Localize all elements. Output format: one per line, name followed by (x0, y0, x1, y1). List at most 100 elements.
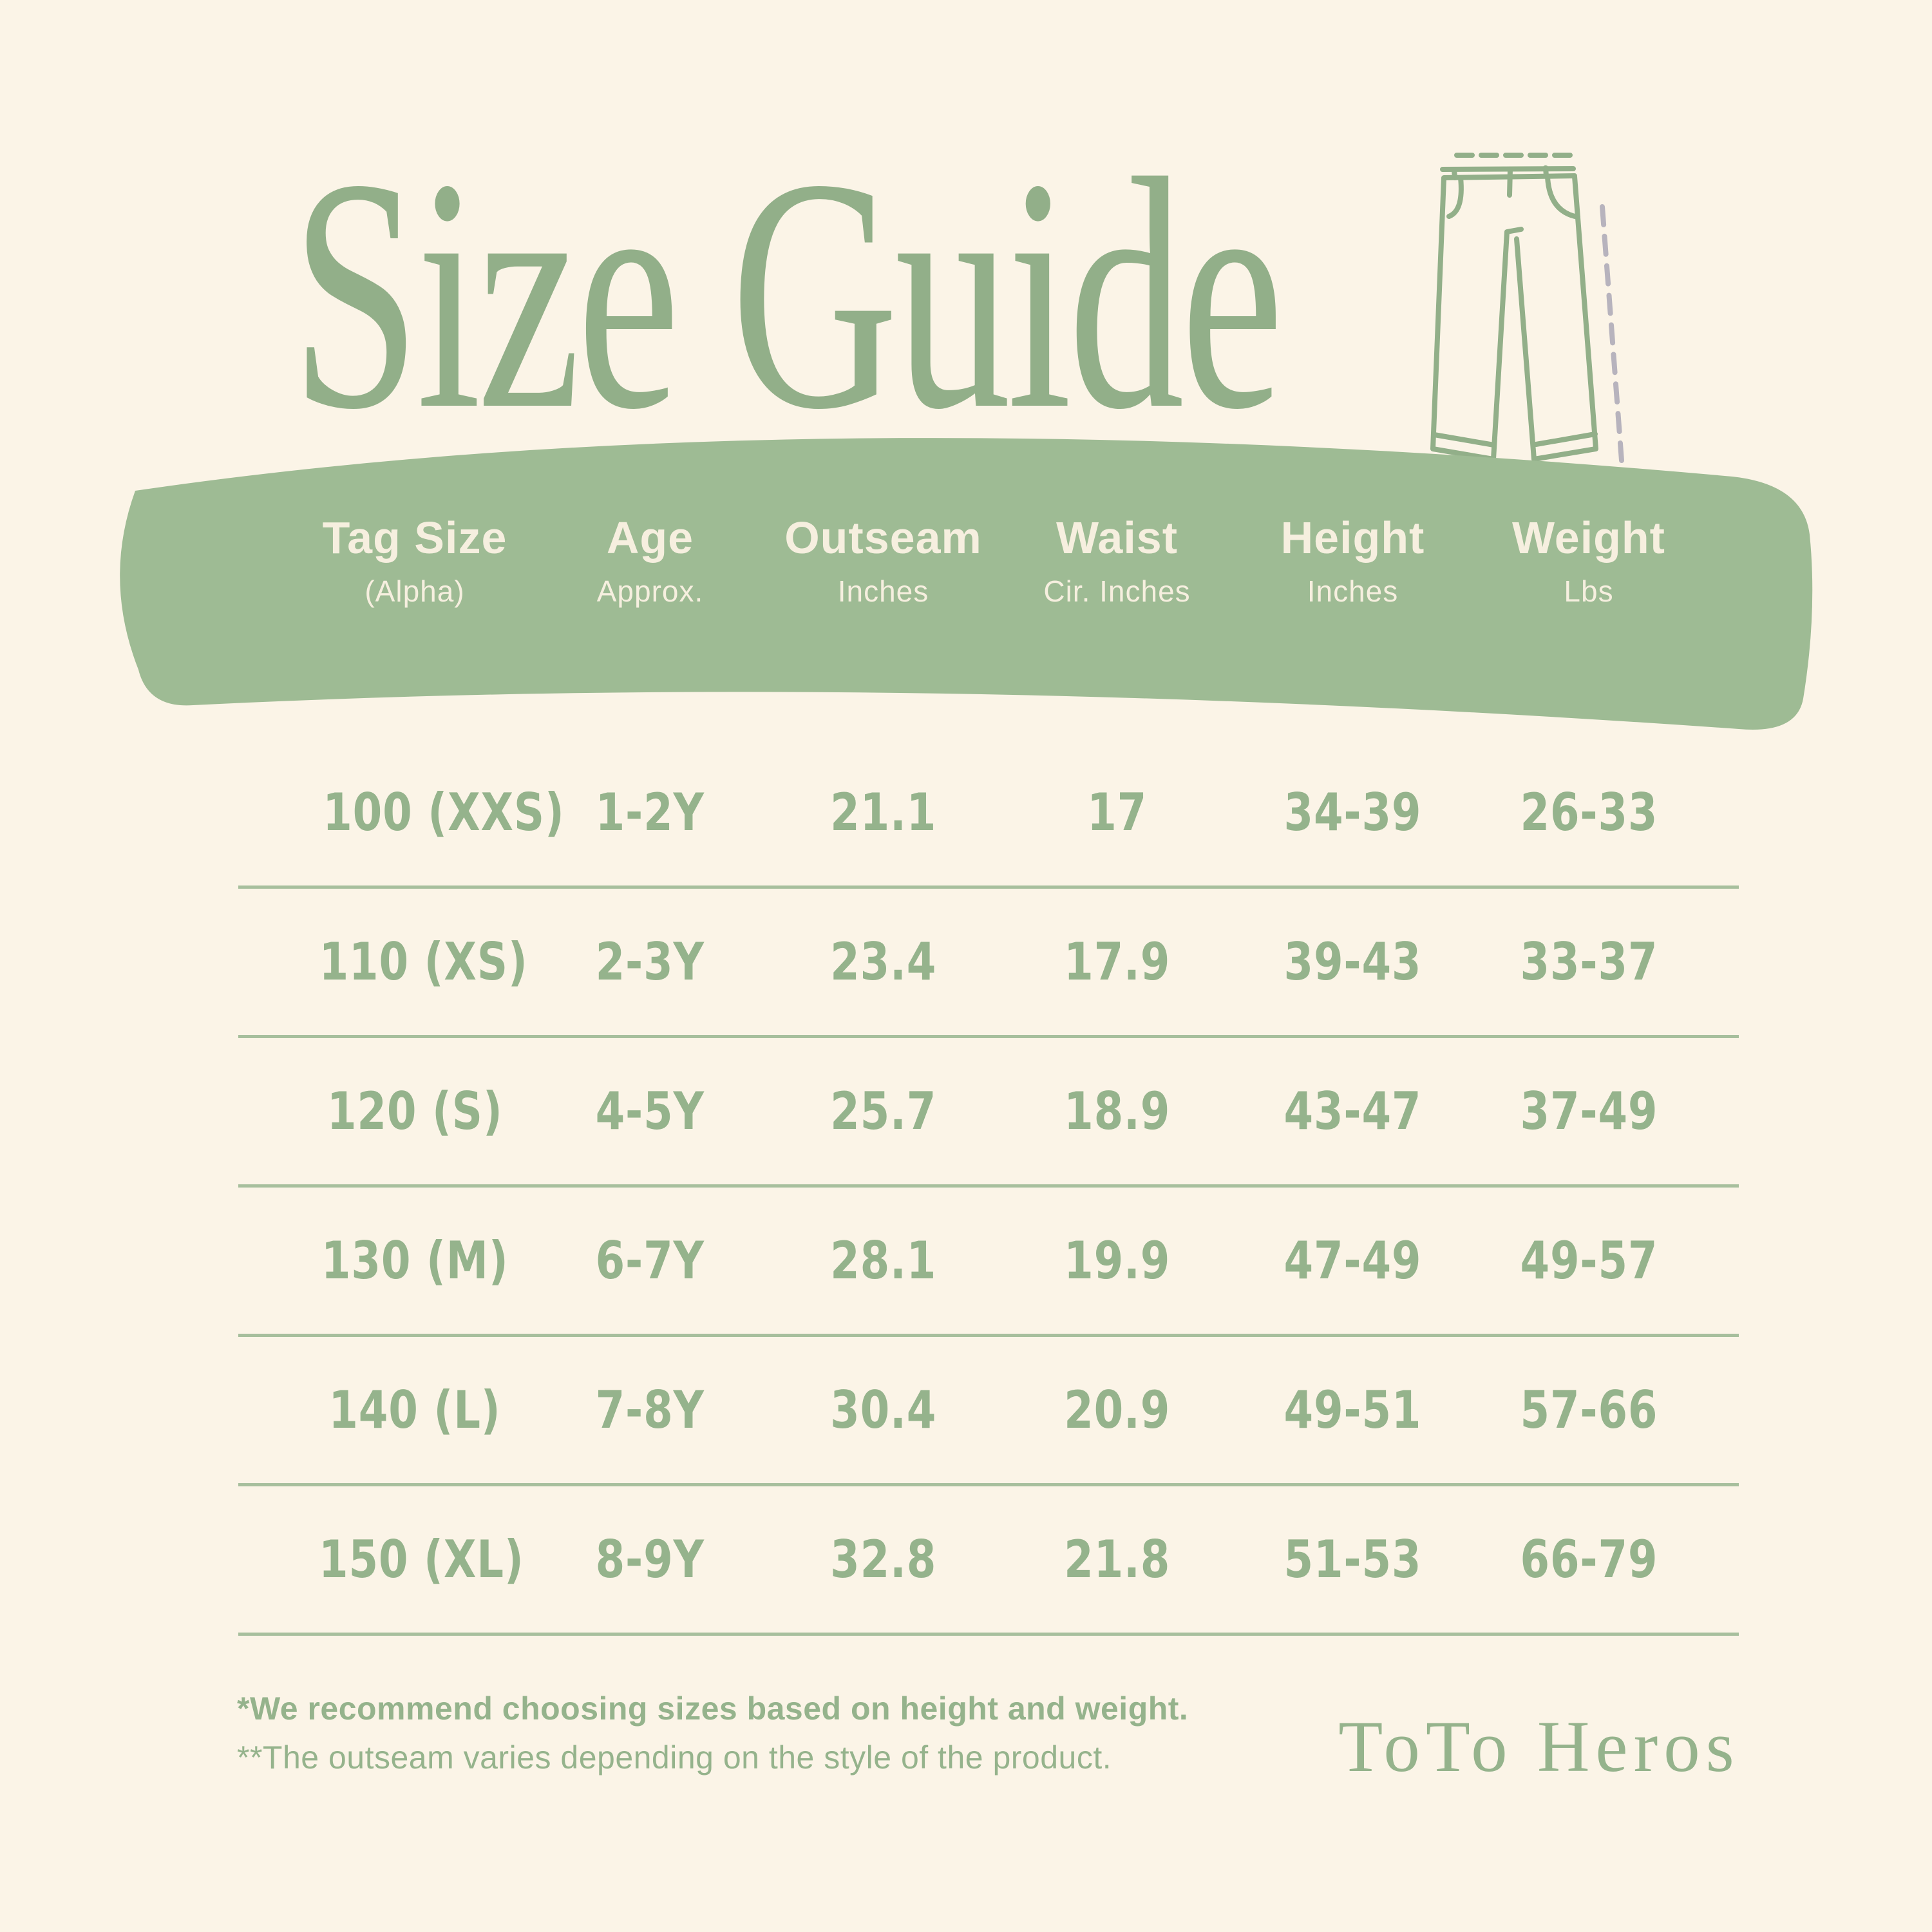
table-cell: 2-3Y (533, 932, 767, 992)
cell-value: 19.9 (1063, 1231, 1171, 1291)
cell-value: 34-39 (1283, 782, 1422, 842)
page-title: Size Guide (291, 111, 1283, 478)
footnote-height-weight: *We recommend choosing sizes based on he… (237, 1690, 1189, 1727)
cell-value: 66-79 (1520, 1530, 1658, 1589)
cell-value: 28.1 (829, 1231, 937, 1291)
table-cell: 19.9 (999, 1231, 1235, 1291)
header-column: Age Approx. (533, 515, 767, 609)
tag-size-cell: 100 (XXS) (238, 782, 564, 842)
table-cell: 20.9 (999, 1380, 1235, 1440)
cell-value: 26-33 (1520, 782, 1658, 842)
table-cell: 6-7Y (533, 1231, 767, 1291)
table-cell: 57-66 (1471, 1380, 1739, 1440)
table-cell: 32.8 (767, 1530, 999, 1589)
column-label: Waist (1056, 513, 1179, 563)
header-band (120, 438, 1813, 730)
cell-value: 17 (1087, 782, 1147, 842)
table-cell: 34-39 (1235, 782, 1471, 842)
cell-value: 49-51 (1283, 1380, 1422, 1440)
cell-value: 7-8Y (595, 1380, 705, 1440)
table-cell: 1-2Y (533, 782, 767, 842)
cell-value: 21.8 (1063, 1530, 1171, 1589)
table-cell: 17.9 (999, 932, 1235, 992)
cell-value: 32.8 (829, 1530, 937, 1589)
column-sublabel: Inches (1307, 574, 1399, 608)
cell-value: 6-7Y (595, 1231, 705, 1291)
table-cell: 49-51 (1235, 1380, 1471, 1440)
cell-value: 18.9 (1063, 1081, 1171, 1141)
cell-value: 100 (XXS) (323, 782, 565, 842)
table-cell: 33-37 (1471, 932, 1739, 992)
cell-value: 17.9 (1063, 932, 1171, 992)
table-cell: 43-47 (1235, 1081, 1471, 1141)
tag-size-cell: 110 (XS) (238, 932, 533, 992)
outseam-measure-dashes-icon (1600, 204, 1624, 463)
table-row: 110 (XS) 2-3Y 23.4 17.9 39-43 33-37 (238, 889, 1739, 1038)
tag-size-cell: 130 (M) (238, 1231, 533, 1291)
column-sublabel: Approx. (596, 574, 704, 608)
cell-value: 30.4 (829, 1380, 937, 1440)
column-sublabel: (Alpha) (365, 574, 465, 608)
table-cell: 30.4 (767, 1380, 999, 1440)
table-cell: 21.1 (767, 782, 999, 842)
table-cell: 66-79 (1471, 1530, 1739, 1589)
footnotes: *We recommend choosing sizes based on he… (237, 1692, 1188, 1774)
cell-value: 1-2Y (595, 782, 705, 842)
brand-logo: ToTo Heros (1338, 1707, 1740, 1787)
table-cell: 37-49 (1471, 1081, 1739, 1141)
column-label: Outseam (784, 513, 982, 563)
table-cell: 23.4 (767, 932, 999, 992)
tag-size-cell: 150 (XL) (238, 1530, 533, 1589)
table-cell: 21.8 (999, 1530, 1235, 1589)
column-label: Height (1280, 513, 1425, 563)
table-row: 140 (L) 7-8Y 30.4 20.9 49-51 57-66 (238, 1337, 1739, 1486)
cell-value: 150 (XL) (318, 1530, 524, 1589)
column-label: Weight (1511, 513, 1665, 563)
table-row: 120 (S) 4-5Y 25.7 18.9 43-47 37-49 (238, 1038, 1739, 1188)
column-label: Tag Size (322, 513, 507, 563)
header-column: Outseam Inches (767, 515, 999, 609)
table-cell: 8-9Y (533, 1530, 767, 1589)
cell-value: 120 (S) (327, 1081, 503, 1141)
cell-value: 130 (M) (321, 1231, 509, 1291)
cell-value: 21.1 (829, 782, 937, 842)
cell-value: 2-3Y (595, 932, 705, 992)
table-cell: 18.9 (999, 1081, 1235, 1141)
column-sublabel: Inches (837, 574, 929, 608)
cell-value: 57-66 (1520, 1380, 1658, 1440)
cell-value: 110 (XS) (319, 932, 528, 992)
cell-value: 25.7 (829, 1081, 937, 1141)
column-sublabel: Cir. Inches (1043, 574, 1191, 608)
size-table: 100 (XXS) 1-2Y 21.1 17 34-39 26-33 110 (XS) 2-3… (238, 739, 1739, 1636)
column-sublabel: Lbs (1564, 574, 1614, 608)
table-cell: 25.7 (767, 1081, 999, 1141)
cell-value: 33-37 (1520, 932, 1658, 992)
cell-value: 23.4 (829, 932, 937, 992)
tag-size-cell: 140 (L) (238, 1380, 533, 1440)
table-cell: 49-57 (1471, 1231, 1739, 1291)
cell-value: 37-49 (1520, 1081, 1658, 1141)
header-column: Height Inches (1235, 515, 1471, 609)
table-cell: 26-33 (1471, 782, 1739, 842)
header-column: Waist Cir. Inches (999, 515, 1235, 609)
cell-value: 4-5Y (595, 1081, 705, 1141)
table-row: 130 (M) 6-7Y 28.1 19.9 47-49 49-57 (238, 1188, 1739, 1337)
cell-value: 8-9Y (595, 1530, 705, 1589)
table-cell: 7-8Y (533, 1380, 767, 1440)
table-cell: 17 (999, 782, 1235, 842)
cell-value: 47-49 (1283, 1231, 1422, 1291)
table-cell: 39-43 (1235, 932, 1471, 992)
table-cell: 28.1 (767, 1231, 999, 1291)
table-row: 150 (XL) 8-9Y 32.8 21.8 51-53 66-79 (238, 1486, 1739, 1636)
table-cell: 4-5Y (533, 1081, 767, 1141)
table-header-row: Tag Size (Alpha) Age Approx. Outseam Inches Wa… (238, 515, 1739, 609)
cell-value: 20.9 (1063, 1380, 1171, 1440)
header-column: Weight Lbs (1471, 515, 1739, 609)
cell-value: 51-53 (1283, 1530, 1422, 1589)
cell-value: 43-47 (1283, 1081, 1422, 1141)
table-row: 100 (XXS) 1-2Y 21.1 17 34-39 26-33 (238, 739, 1739, 889)
cell-value: 140 (L) (328, 1380, 501, 1440)
tag-size-cell: 120 (S) (238, 1081, 533, 1141)
header-column: Tag Size (Alpha) (238, 515, 533, 609)
